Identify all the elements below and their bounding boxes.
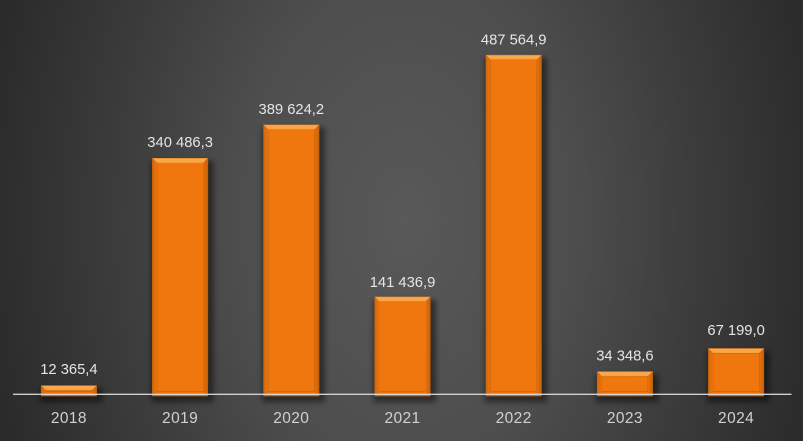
svg-text:2018: 2018 [51,410,87,427]
svg-text:67 199,0: 67 199,0 [707,323,764,339]
svg-text:2022: 2022 [496,410,532,427]
svg-text:340 486,3: 340 486,3 [147,135,213,151]
svg-text:389 624,2: 389 624,2 [258,102,324,118]
svg-text:2024: 2024 [718,410,754,427]
svg-text:141 436,9: 141 436,9 [370,275,436,291]
svg-text:2023: 2023 [607,410,643,427]
svg-text:12 365,4: 12 365,4 [40,362,97,378]
svg-text:2021: 2021 [384,410,420,427]
svg-text:487 564,9: 487 564,9 [481,32,547,48]
svg-text:2020: 2020 [273,410,309,427]
svg-text:2019: 2019 [162,410,198,427]
svg-text:34 348,6: 34 348,6 [596,349,653,365]
